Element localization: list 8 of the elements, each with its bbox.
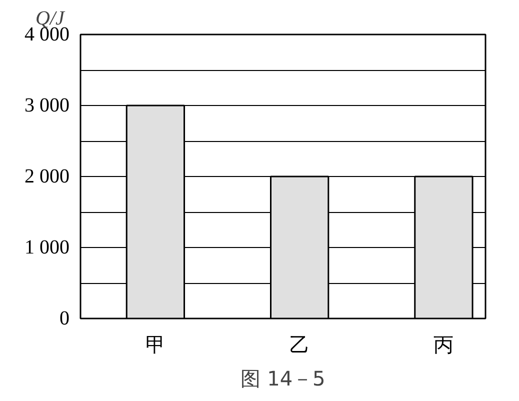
x-tick-label: 乙 — [290, 334, 310, 356]
y-tick-label: 2 000 — [24, 166, 70, 188]
x-tick-label: 丙 — [434, 334, 454, 356]
y-tick-label: 3 000 — [24, 94, 70, 116]
x-tick-label: 甲 — [145, 334, 166, 356]
caption: 图 14－5 — [240, 366, 326, 390]
y-tick-label: 1 000 — [24, 236, 70, 258]
y-tick-label: 0 — [60, 308, 70, 330]
